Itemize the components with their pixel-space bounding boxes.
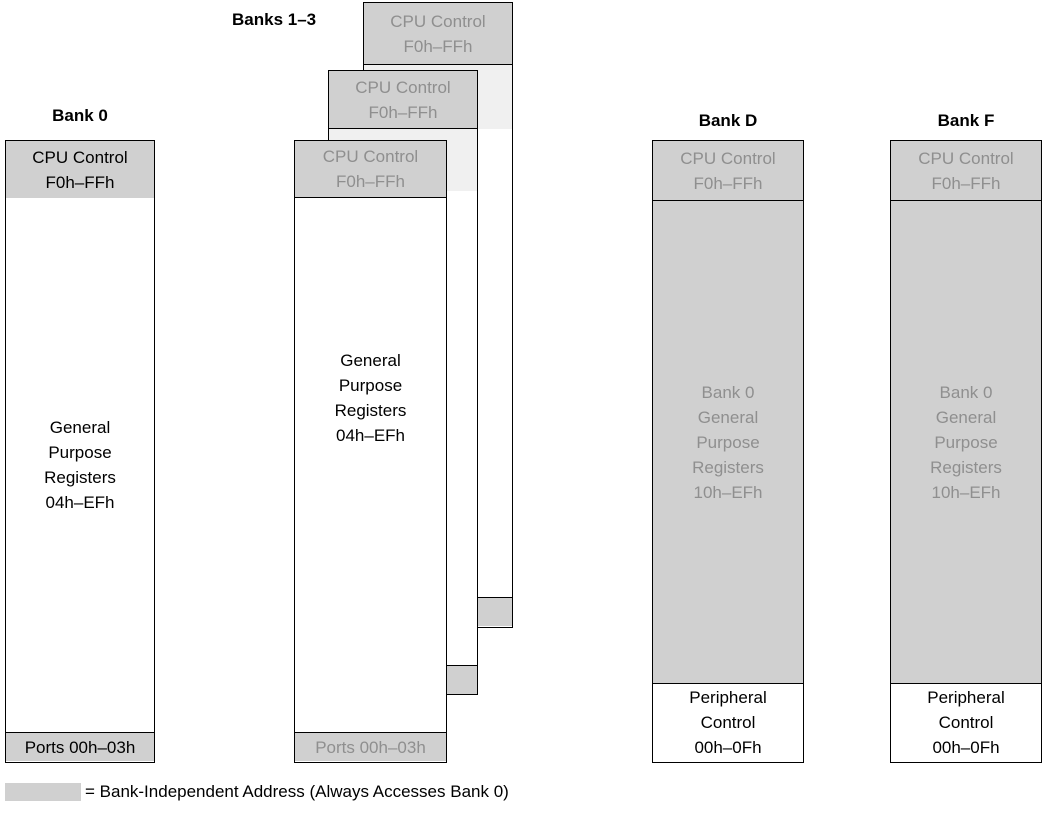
bankD-column: CPU Control F0h–FFh Bank 0 General Purpo… [652, 140, 804, 763]
banks13-ports: Ports 00h–03h [295, 732, 446, 761]
bank0-general-purpose-registers: General Purpose Registers 04h–EFh [44, 418, 116, 512]
bankD-bank0-general-registers: Bank 0 General Purpose Registers 10h–EFh [653, 201, 803, 683]
bankD-cpu-control: CPU Control F0h–FFh [653, 141, 803, 201]
banks13-back-cpu-control: CPU Control F0h–FFh [364, 3, 512, 65]
bankF-bank0-general-registers: Bank 0 General Purpose Registers 10h–EFh [891, 201, 1041, 683]
bankF-peripheral-control: Peripheral Control 00h–0Fh [891, 683, 1041, 761]
bankF-column: CPU Control F0h–FFh Bank 0 General Purpo… [890, 140, 1042, 763]
bankF-title: Bank F [937, 111, 995, 130]
bank0-column: CPU Control F0h–FFh General Purpose Regi… [5, 140, 155, 763]
bank0-ports: Ports 00h–03h [6, 732, 154, 761]
bank0-cpu-control: CPU Control F0h–FFh [6, 141, 154, 198]
bankF-cpu-control: CPU Control F0h–FFh [891, 141, 1041, 201]
banks13-mid-cpu-control: CPU Control F0h–FFh [329, 71, 477, 129]
banks13-front-cpu-control: CPU Control F0h–FFh [295, 141, 446, 198]
bank0-title: Bank 0 [52, 106, 108, 125]
banks13-general-purpose-registers: General Purpose Registers 04h–EFh [334, 351, 407, 445]
legend-text: = Bank-Independent Address (Always Acces… [85, 782, 509, 801]
banks13-front-sheet: CPU Control F0h–FFh General Purpose Regi… [294, 140, 447, 763]
banks13-title: Banks 1–3 [232, 10, 317, 29]
legend: = Bank-Independent Address (Always Acces… [5, 782, 509, 802]
legend-swatch [5, 783, 81, 801]
bankD-peripheral-control: Peripheral Control 00h–0Fh [653, 683, 803, 761]
bankD-title: Bank D [698, 111, 758, 130]
